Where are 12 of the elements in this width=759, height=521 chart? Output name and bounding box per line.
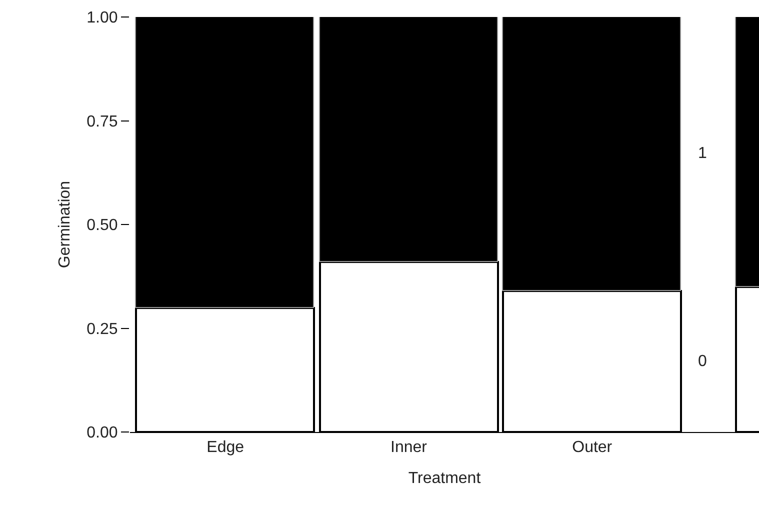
series-label: 1 [698, 145, 707, 162]
y-tick-label: 0.00 [86, 424, 118, 442]
y-tick-label: 1.00 [86, 10, 118, 27]
y-tick-label: 0.50 [86, 217, 118, 234]
x-tick-label: Inner [390, 439, 428, 456]
x-tick-label: Edge [206, 439, 244, 456]
series-label: 0 [698, 353, 707, 370]
y-axis-title: Germination [56, 180, 74, 268]
x-tick-label: Outer [572, 439, 613, 456]
y-tick-label: 0.75 [86, 113, 118, 130]
y-tick-label: 0.25 [86, 320, 118, 338]
x-axis-title: Treatment [408, 470, 482, 487]
